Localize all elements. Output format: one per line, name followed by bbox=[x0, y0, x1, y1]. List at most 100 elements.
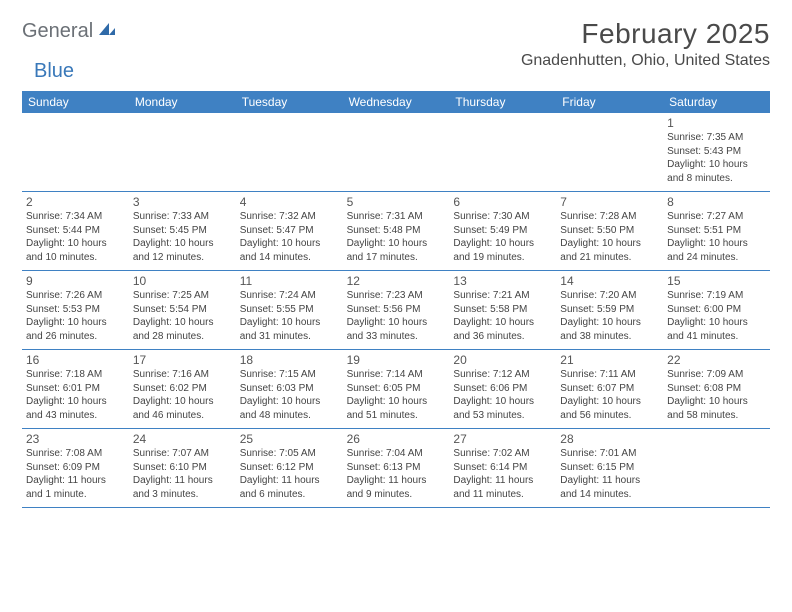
day-cell bbox=[556, 113, 663, 191]
daylight-line-2: and 26 minutes. bbox=[26, 330, 125, 344]
day-number: 23 bbox=[26, 432, 125, 446]
sunrise-line: Sunrise: 7:25 AM bbox=[133, 289, 232, 303]
day-number: 1 bbox=[667, 116, 766, 130]
sunset-line: Sunset: 5:54 PM bbox=[133, 303, 232, 317]
daylight-line-1: Daylight: 10 hours bbox=[667, 395, 766, 409]
day-number: 16 bbox=[26, 353, 125, 367]
daylight-line-2: and 48 minutes. bbox=[240, 409, 339, 423]
daylight-line-2: and 19 minutes. bbox=[453, 251, 552, 265]
week-row: 2Sunrise: 7:34 AMSunset: 5:44 PMDaylight… bbox=[22, 192, 770, 271]
daylight-line-2: and 3 minutes. bbox=[133, 488, 232, 502]
sunrise-line: Sunrise: 7:04 AM bbox=[347, 447, 446, 461]
daylight-line-1: Daylight: 10 hours bbox=[667, 316, 766, 330]
daylight-line-1: Daylight: 11 hours bbox=[453, 474, 552, 488]
daylight-line-2: and 41 minutes. bbox=[667, 330, 766, 344]
weekday-header: Monday bbox=[129, 91, 236, 113]
daylight-line-2: and 28 minutes. bbox=[133, 330, 232, 344]
daylight-line-2: and 14 minutes. bbox=[240, 251, 339, 265]
day-cell bbox=[236, 113, 343, 191]
calendar: Sunday Monday Tuesday Wednesday Thursday… bbox=[22, 91, 770, 508]
week-row: 16Sunrise: 7:18 AMSunset: 6:01 PMDayligh… bbox=[22, 350, 770, 429]
day-number: 22 bbox=[667, 353, 766, 367]
day-cell: 13Sunrise: 7:21 AMSunset: 5:58 PMDayligh… bbox=[449, 271, 556, 349]
month-title: February 2025 bbox=[521, 18, 770, 50]
day-number: 12 bbox=[347, 274, 446, 288]
day-number: 4 bbox=[240, 195, 339, 209]
day-cell: 8Sunrise: 7:27 AMSunset: 5:51 PMDaylight… bbox=[663, 192, 770, 270]
sunset-line: Sunset: 5:45 PM bbox=[133, 224, 232, 238]
day-cell: 4Sunrise: 7:32 AMSunset: 5:47 PMDaylight… bbox=[236, 192, 343, 270]
day-cell: 25Sunrise: 7:05 AMSunset: 6:12 PMDayligh… bbox=[236, 429, 343, 507]
sunset-line: Sunset: 6:15 PM bbox=[560, 461, 659, 475]
daylight-line-2: and 51 minutes. bbox=[347, 409, 446, 423]
day-cell: 5Sunrise: 7:31 AMSunset: 5:48 PMDaylight… bbox=[343, 192, 450, 270]
daylight-line-1: Daylight: 10 hours bbox=[453, 237, 552, 251]
day-cell bbox=[129, 113, 236, 191]
day-cell: 6Sunrise: 7:30 AMSunset: 5:49 PMDaylight… bbox=[449, 192, 556, 270]
weekday-header: Tuesday bbox=[236, 91, 343, 113]
daylight-line-2: and 17 minutes. bbox=[347, 251, 446, 265]
daylight-line-2: and 24 minutes. bbox=[667, 251, 766, 265]
daylight-line-1: Daylight: 11 hours bbox=[26, 474, 125, 488]
logo-text-blue: Blue bbox=[34, 60, 74, 82]
location-text: Gnadenhutten, Ohio, United States bbox=[521, 52, 770, 70]
daylight-line-1: Daylight: 10 hours bbox=[667, 237, 766, 251]
week-row: 9Sunrise: 7:26 AMSunset: 5:53 PMDaylight… bbox=[22, 271, 770, 350]
sunset-line: Sunset: 5:55 PM bbox=[240, 303, 339, 317]
daylight-line-2: and 14 minutes. bbox=[560, 488, 659, 502]
sunrise-line: Sunrise: 7:16 AM bbox=[133, 368, 232, 382]
daylight-line-1: Daylight: 11 hours bbox=[347, 474, 446, 488]
daylight-line-2: and 53 minutes. bbox=[453, 409, 552, 423]
day-cell bbox=[343, 113, 450, 191]
day-cell: 3Sunrise: 7:33 AMSunset: 5:45 PMDaylight… bbox=[129, 192, 236, 270]
day-number: 13 bbox=[453, 274, 552, 288]
day-cell: 21Sunrise: 7:11 AMSunset: 6:07 PMDayligh… bbox=[556, 350, 663, 428]
day-number: 2 bbox=[26, 195, 125, 209]
week-row: 1Sunrise: 7:35 AMSunset: 5:43 PMDaylight… bbox=[22, 113, 770, 192]
day-number: 6 bbox=[453, 195, 552, 209]
sunset-line: Sunset: 5:58 PM bbox=[453, 303, 552, 317]
day-cell: 22Sunrise: 7:09 AMSunset: 6:08 PMDayligh… bbox=[663, 350, 770, 428]
daylight-line-2: and 46 minutes. bbox=[133, 409, 232, 423]
daylight-line-2: and 56 minutes. bbox=[560, 409, 659, 423]
daylight-line-1: Daylight: 10 hours bbox=[240, 316, 339, 330]
day-cell: 20Sunrise: 7:12 AMSunset: 6:06 PMDayligh… bbox=[449, 350, 556, 428]
sunrise-line: Sunrise: 7:23 AM bbox=[347, 289, 446, 303]
daylight-line-2: and 9 minutes. bbox=[347, 488, 446, 502]
sunrise-line: Sunrise: 7:31 AM bbox=[347, 210, 446, 224]
sunrise-line: Sunrise: 7:05 AM bbox=[240, 447, 339, 461]
calendar-page: General February 2025 Gnadenhutten, Ohio… bbox=[0, 0, 792, 508]
sunrise-line: Sunrise: 7:15 AM bbox=[240, 368, 339, 382]
day-number: 11 bbox=[240, 274, 339, 288]
logo-sail-icon bbox=[97, 21, 117, 42]
weekday-header-row: Sunday Monday Tuesday Wednesday Thursday… bbox=[22, 91, 770, 113]
sunrise-line: Sunrise: 7:19 AM bbox=[667, 289, 766, 303]
daylight-line-2: and 11 minutes. bbox=[453, 488, 552, 502]
daylight-line-2: and 33 minutes. bbox=[347, 330, 446, 344]
day-number: 26 bbox=[347, 432, 446, 446]
day-number: 9 bbox=[26, 274, 125, 288]
sunset-line: Sunset: 6:01 PM bbox=[26, 382, 125, 396]
daylight-line-1: Daylight: 10 hours bbox=[240, 237, 339, 251]
day-number: 28 bbox=[560, 432, 659, 446]
day-number: 14 bbox=[560, 274, 659, 288]
sunrise-line: Sunrise: 7:28 AM bbox=[560, 210, 659, 224]
daylight-line-1: Daylight: 10 hours bbox=[26, 395, 125, 409]
sunset-line: Sunset: 5:49 PM bbox=[453, 224, 552, 238]
day-number: 27 bbox=[453, 432, 552, 446]
day-number: 10 bbox=[133, 274, 232, 288]
sunrise-line: Sunrise: 7:27 AM bbox=[667, 210, 766, 224]
sunrise-line: Sunrise: 7:21 AM bbox=[453, 289, 552, 303]
sunset-line: Sunset: 5:50 PM bbox=[560, 224, 659, 238]
sunrise-line: Sunrise: 7:07 AM bbox=[133, 447, 232, 461]
day-number: 3 bbox=[133, 195, 232, 209]
daylight-line-1: Daylight: 10 hours bbox=[347, 237, 446, 251]
day-number: 15 bbox=[667, 274, 766, 288]
sunset-line: Sunset: 5:53 PM bbox=[26, 303, 125, 317]
sunset-line: Sunset: 6:12 PM bbox=[240, 461, 339, 475]
day-cell: 28Sunrise: 7:01 AMSunset: 6:15 PMDayligh… bbox=[556, 429, 663, 507]
day-cell: 7Sunrise: 7:28 AMSunset: 5:50 PMDaylight… bbox=[556, 192, 663, 270]
sunset-line: Sunset: 6:00 PM bbox=[667, 303, 766, 317]
sunrise-line: Sunrise: 7:32 AM bbox=[240, 210, 339, 224]
sunset-line: Sunset: 5:56 PM bbox=[347, 303, 446, 317]
